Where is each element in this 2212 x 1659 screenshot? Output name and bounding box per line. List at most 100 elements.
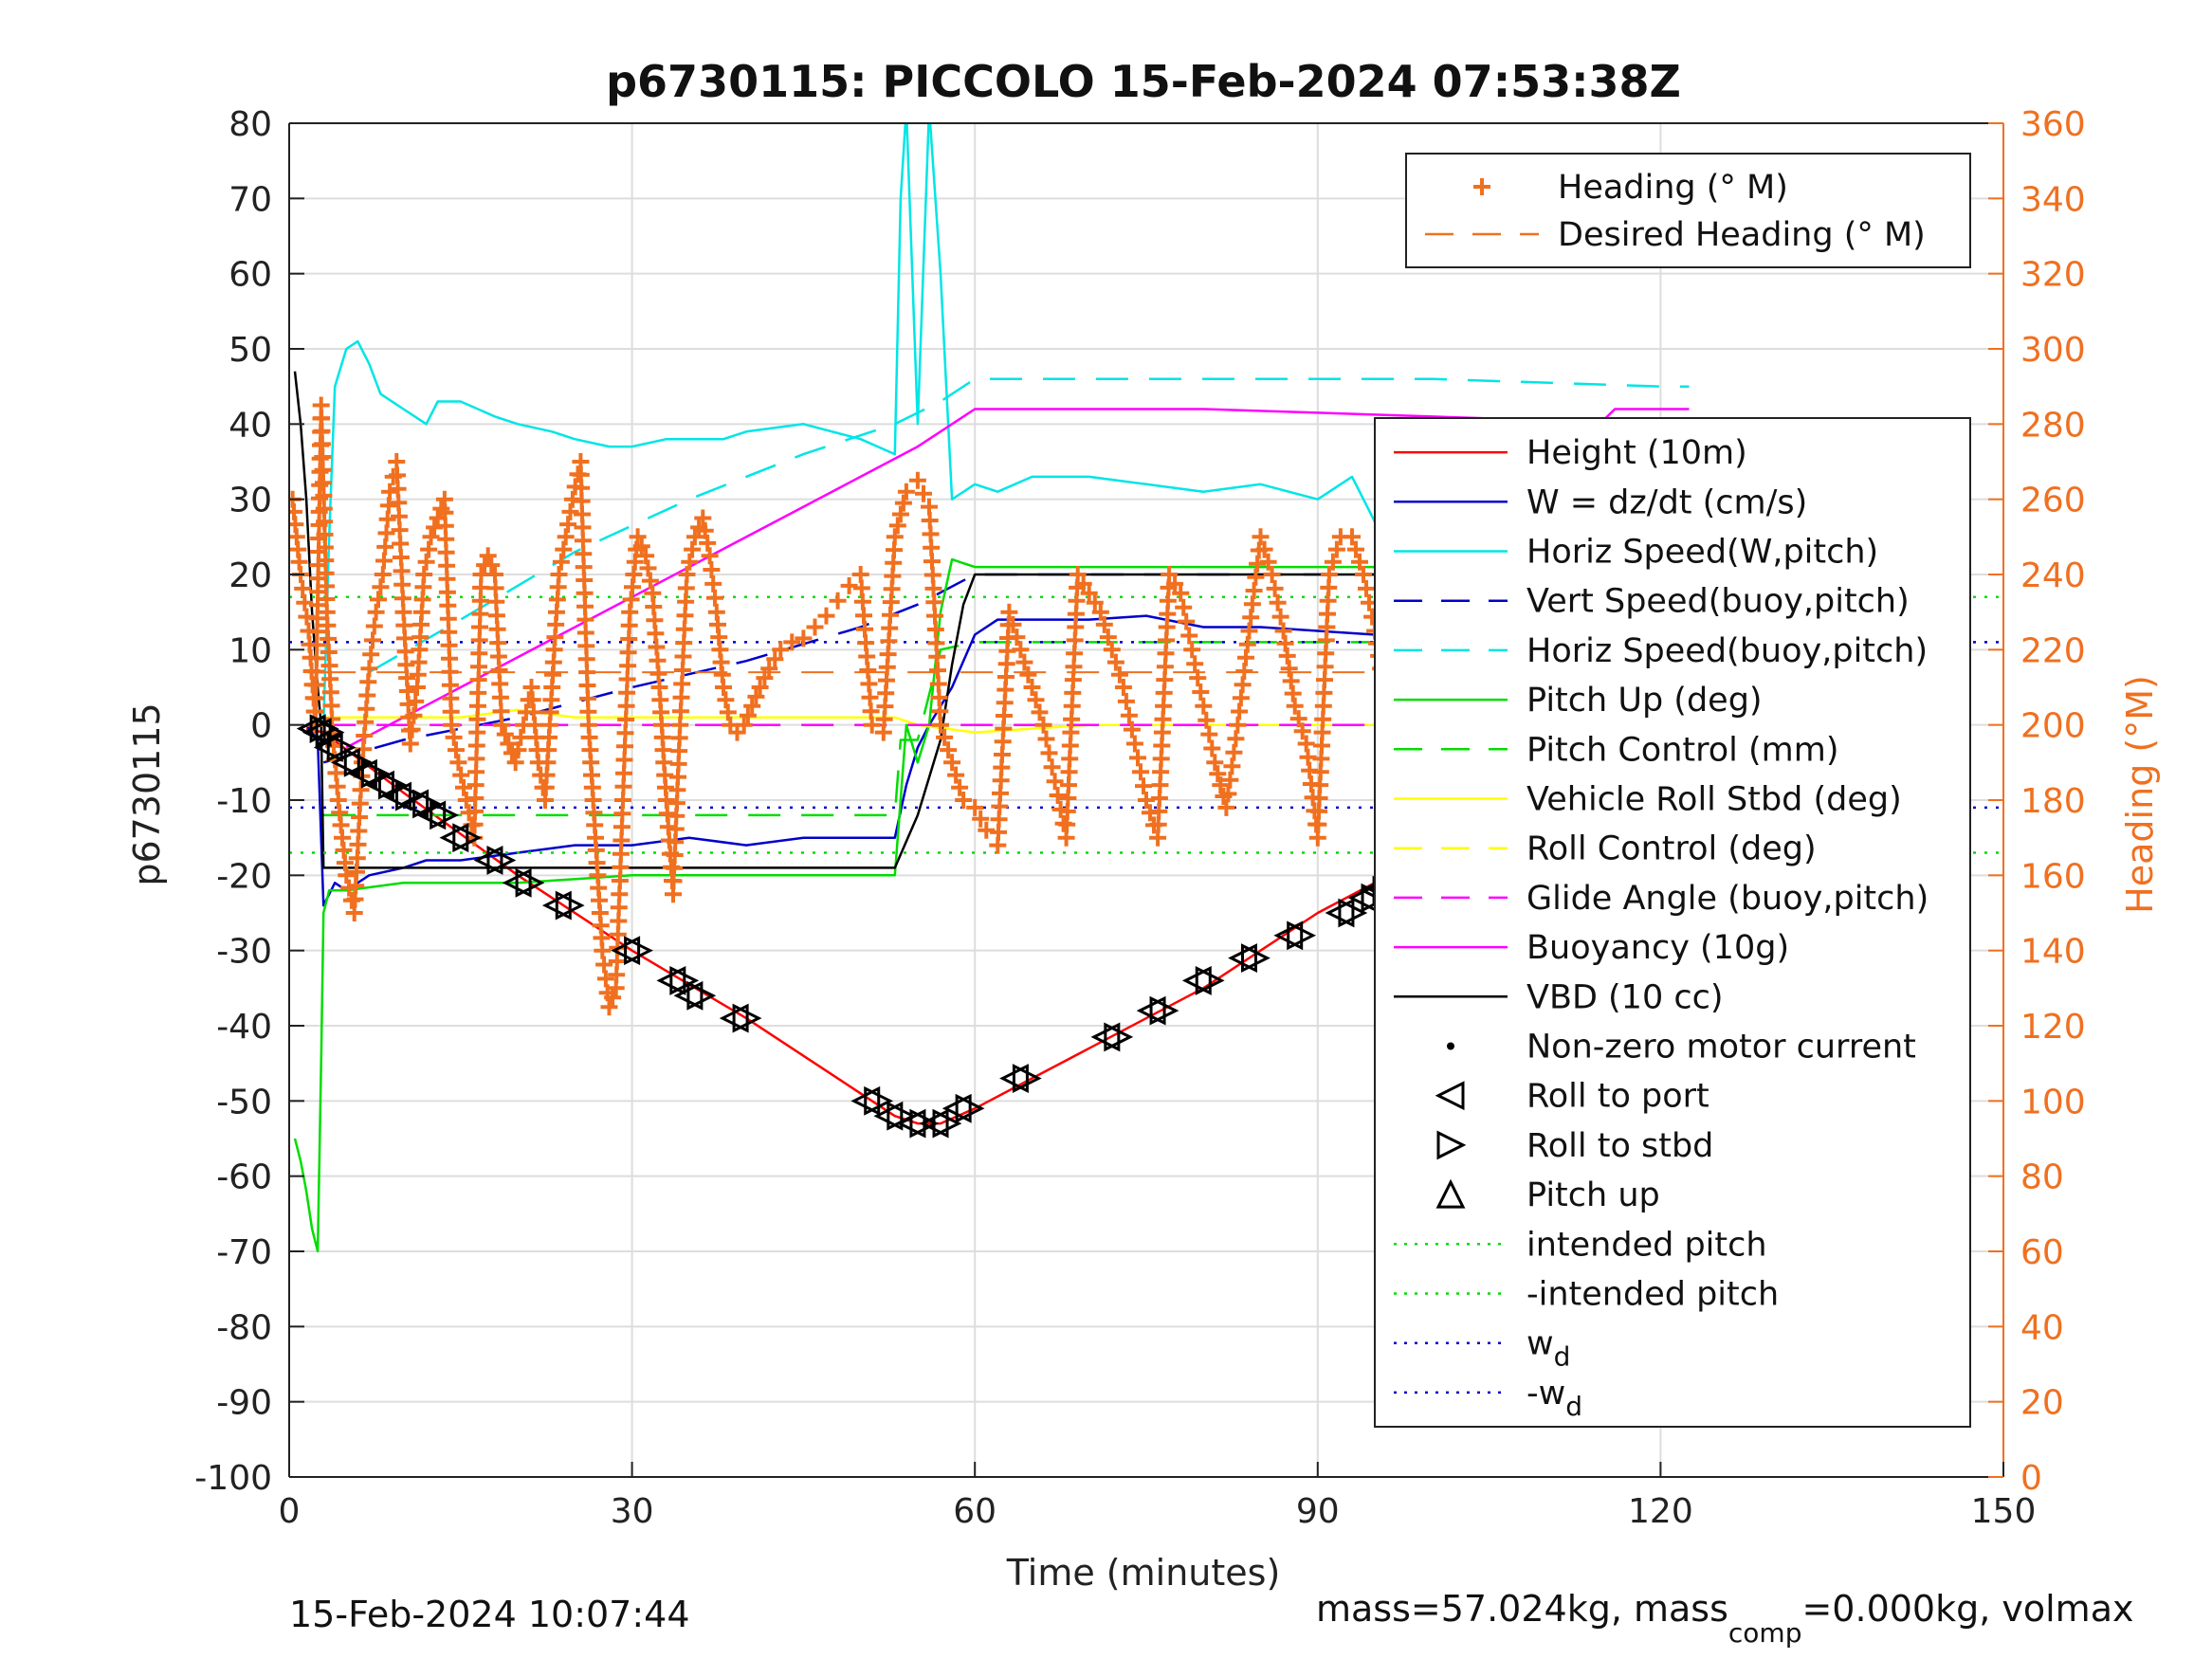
heading-point [417,553,435,571]
heading-point [559,516,577,534]
heading-point [629,528,647,546]
legend-main-label-4: Horiz Speed(buoy,pitch) [1526,632,1928,670]
heading-point [1040,744,1058,762]
heading-point [493,716,511,734]
heading-point [1266,579,1284,597]
heading-point [894,494,912,512]
heading-point [1123,720,1141,738]
legend-main-label-15: Pitch up [1526,1176,1660,1214]
heading-point [696,521,714,539]
heading-point [496,725,514,743]
roll-to-stbd-marker [486,846,517,875]
heading-point [1166,574,1184,592]
heading-point [1110,665,1128,684]
heading-point [552,553,570,571]
heading-point [863,716,881,734]
series-line-6 [323,641,1690,817]
legend-heading: Heading (° M) Desired Heading (° M) [1405,153,1971,268]
y-tick-label: 70 [229,180,272,219]
heading-point [1114,679,1132,696]
heading-point [555,540,573,558]
roll-to-stbd-marker [864,1085,894,1116]
heading-point [1019,665,1037,684]
heading-point [1080,584,1098,602]
heading-point [766,650,784,668]
y2-tick-label: 240 [2020,556,2086,595]
x-tick-label: 30 [611,1492,654,1531]
y-tick-label: -80 [216,1308,272,1347]
heading-point [637,547,655,565]
heading-point [1252,528,1270,546]
roll-to-stbd-marker [1338,898,1368,928]
x-tick-label: 150 [1971,1492,2037,1531]
heading-point [1023,679,1041,696]
roll-to-stbd-marker [1287,921,1317,951]
heading-point [1276,634,1294,652]
legend-top-swatch-0 [1473,178,1490,195]
heading-point [1203,739,1221,757]
heading-point [294,579,312,597]
legend-main-swatch-15 [1435,1178,1466,1209]
legend-main-label-9: Glide Angle (buoy,pitch) [1526,880,1929,918]
heading-point [951,778,969,796]
y-tick-label: 40 [229,406,272,445]
legend-main-label-19: -wd [1526,1375,1582,1422]
legend-main-label-10: Buoyancy (10g) [1526,929,1789,967]
y2-tick-label: 360 [2020,105,2086,144]
series-line-2 [321,123,1691,725]
legend-main-label-17: -intended pitch [1526,1276,1779,1314]
heading-point [1132,763,1149,781]
y-tick-label: -30 [216,933,272,972]
legend-main-box [1374,417,1971,1428]
heading-point [888,517,906,535]
x-tick-label: 0 [279,1492,301,1531]
footer-mass-info: mass=57.024kg, masscomp=0.000kg, volmax [1316,1588,2133,1649]
series-line-5 [293,557,1690,1253]
heading-point [1037,730,1055,748]
y-tick-label: 20 [229,556,272,595]
y-tick-label: 0 [250,707,272,746]
heading-point [1358,579,1375,597]
heading-point [1099,629,1117,647]
series-line-10 [293,371,1690,869]
y2-tick-label: 300 [2020,331,2086,370]
legend-top-box [1405,153,1971,268]
heading-point [483,556,501,574]
heading-point [715,679,732,696]
heading-point [1000,603,1018,621]
heading-point [1206,754,1224,772]
heading-point [1004,615,1022,633]
roll-to-stbd-marker [669,965,700,995]
heading-point [1259,553,1277,571]
heading-point [600,998,618,1016]
roll-to-stbd-marker [377,770,408,800]
roll-to-stbd-marker [1149,995,1179,1026]
y2-tick-label: 320 [2020,256,2086,295]
heading-point [978,821,996,839]
roll-to-stbd-marker [1195,965,1225,995]
heading-point [604,989,622,1007]
legend-main-label-8: Roll Control (deg) [1526,830,1817,868]
y-tick-label: -50 [216,1083,272,1121]
y-tick-label: 60 [229,256,272,295]
heading-point [338,866,356,884]
y2-tick-label: 20 [2020,1384,2064,1423]
legend-main-label-18: wd [1526,1325,1570,1373]
heading-point [829,592,847,610]
heading-point [1186,655,1204,673]
y-tick-label: -60 [216,1158,272,1197]
legend-main-label-2: Horiz Speed(W,pitch) [1526,534,1878,572]
footer-mass-sub: comp [1728,1617,1802,1649]
y2-tick-label: 180 [2020,782,2086,821]
legend-main: Height (10m) W = dz/dt (cm/s) Horiz Speed(… [1374,417,1971,1428]
y2-tick-label: 120 [2020,1008,2086,1047]
heading-point [760,660,778,678]
heading-point [1255,540,1273,558]
roll-to-stbd-marker [326,733,356,762]
heading-point [1172,584,1190,602]
legend-main-label-12: Non-zero motor current [1526,1029,1916,1066]
y-tick-label: -90 [216,1384,272,1423]
heading-point [479,547,497,565]
heading-point [1351,553,1368,571]
heading-point [684,540,702,558]
